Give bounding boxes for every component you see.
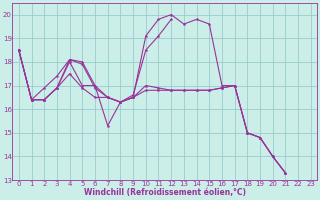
X-axis label: Windchill (Refroidissement éolien,°C): Windchill (Refroidissement éolien,°C) (84, 188, 246, 197)
